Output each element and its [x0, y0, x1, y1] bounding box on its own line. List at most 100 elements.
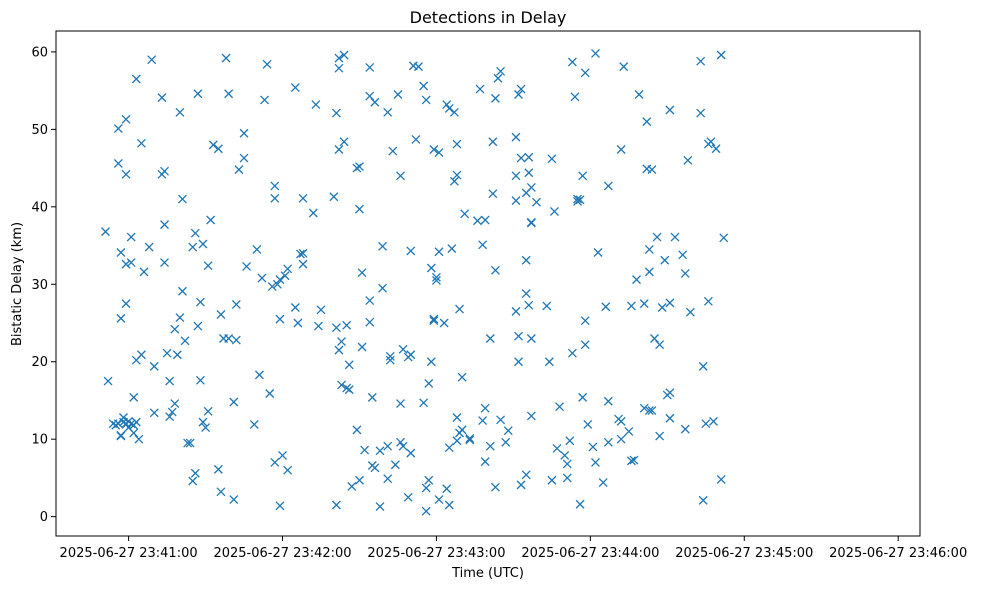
data-point: [131, 417, 141, 427]
data-point: [360, 445, 370, 455]
data-point: [231, 299, 241, 309]
data-point: [406, 246, 416, 256]
data-point: [593, 248, 603, 257]
data-point: [465, 435, 475, 445]
data-point: [665, 105, 675, 115]
data-point: [567, 57, 577, 67]
data-point: [431, 272, 441, 282]
data-point: [203, 406, 213, 416]
data-point: [521, 255, 531, 265]
data-point: [452, 413, 462, 422]
data-point: [496, 66, 506, 76]
data-point: [160, 220, 169, 230]
data-point: [490, 265, 500, 275]
y-tick-label: 50: [31, 123, 48, 138]
data-point: [426, 263, 436, 273]
data-point: [352, 163, 362, 173]
data-point: [442, 484, 452, 494]
data-point: [544, 357, 554, 367]
data-point: [439, 318, 449, 328]
data-point: [298, 248, 308, 258]
data-point: [216, 487, 226, 497]
x-tick-label: 2025-06-27 23:43:00: [367, 546, 505, 561]
data-point: [701, 419, 711, 429]
data-point: [431, 275, 441, 285]
data-point: [626, 301, 636, 311]
data-point: [578, 392, 588, 402]
data-point: [511, 171, 521, 181]
y-axis-label: Bistatic Delay (km): [10, 222, 25, 346]
data-point: [139, 267, 149, 277]
data-point: [193, 89, 203, 99]
y-tick-label: 10: [31, 433, 48, 448]
data-point: [434, 148, 444, 158]
data-point: [129, 392, 139, 402]
data-point: [221, 53, 231, 63]
data-point: [162, 348, 172, 358]
data-point: [375, 446, 385, 456]
data-point: [496, 415, 506, 425]
data-points: [101, 49, 729, 516]
y-tick-label: 0: [40, 510, 48, 525]
data-point: [578, 171, 588, 181]
data-point: [473, 216, 482, 226]
data-point: [126, 258, 136, 268]
data-point: [547, 154, 557, 164]
data-point: [624, 426, 634, 436]
data-point: [298, 193, 308, 203]
data-point: [421, 483, 431, 493]
data-point: [634, 90, 644, 99]
data-point: [170, 399, 180, 409]
data-point: [131, 74, 141, 84]
data-point: [113, 124, 123, 134]
data-point: [357, 268, 367, 278]
data-point: [429, 316, 439, 326]
data-point: [444, 103, 454, 113]
data-point: [647, 406, 657, 415]
data-point: [434, 247, 444, 257]
data-point: [603, 396, 613, 406]
data-point: [524, 152, 534, 162]
data-point: [296, 249, 305, 259]
data-point: [511, 306, 521, 316]
data-point: [426, 357, 436, 367]
data-point: [460, 209, 470, 219]
data-point: [175, 107, 185, 117]
data-point: [449, 107, 459, 117]
data-point: [167, 407, 177, 417]
data-point: [121, 169, 131, 179]
data-point: [429, 145, 439, 154]
data-point: [442, 100, 452, 110]
data-point: [562, 473, 572, 483]
data-point: [270, 193, 280, 203]
data-point: [655, 340, 665, 350]
data-point: [239, 128, 249, 138]
data-point: [383, 441, 393, 451]
data-point: [278, 450, 287, 460]
data-point: [365, 91, 375, 101]
data-point: [480, 215, 490, 225]
data-point: [555, 402, 565, 412]
data-point: [388, 146, 398, 156]
data-point: [190, 228, 200, 238]
data-point: [644, 267, 654, 277]
data-point: [334, 63, 344, 73]
data-point: [652, 232, 662, 242]
data-point: [665, 388, 675, 398]
data-point: [103, 376, 113, 386]
data-point: [696, 56, 706, 66]
data-point: [424, 475, 434, 485]
data-point: [337, 380, 346, 390]
data-point: [580, 68, 590, 78]
data-point: [144, 242, 154, 252]
data-point: [290, 303, 300, 312]
data-point: [229, 495, 239, 505]
data-point: [121, 259, 131, 269]
data-point: [216, 310, 226, 319]
data-point: [272, 279, 282, 289]
data-point: [452, 170, 462, 180]
data-point: [583, 420, 593, 429]
data-point: [480, 457, 490, 467]
data-point: [465, 433, 475, 443]
y-tick-label: 20: [31, 355, 48, 370]
